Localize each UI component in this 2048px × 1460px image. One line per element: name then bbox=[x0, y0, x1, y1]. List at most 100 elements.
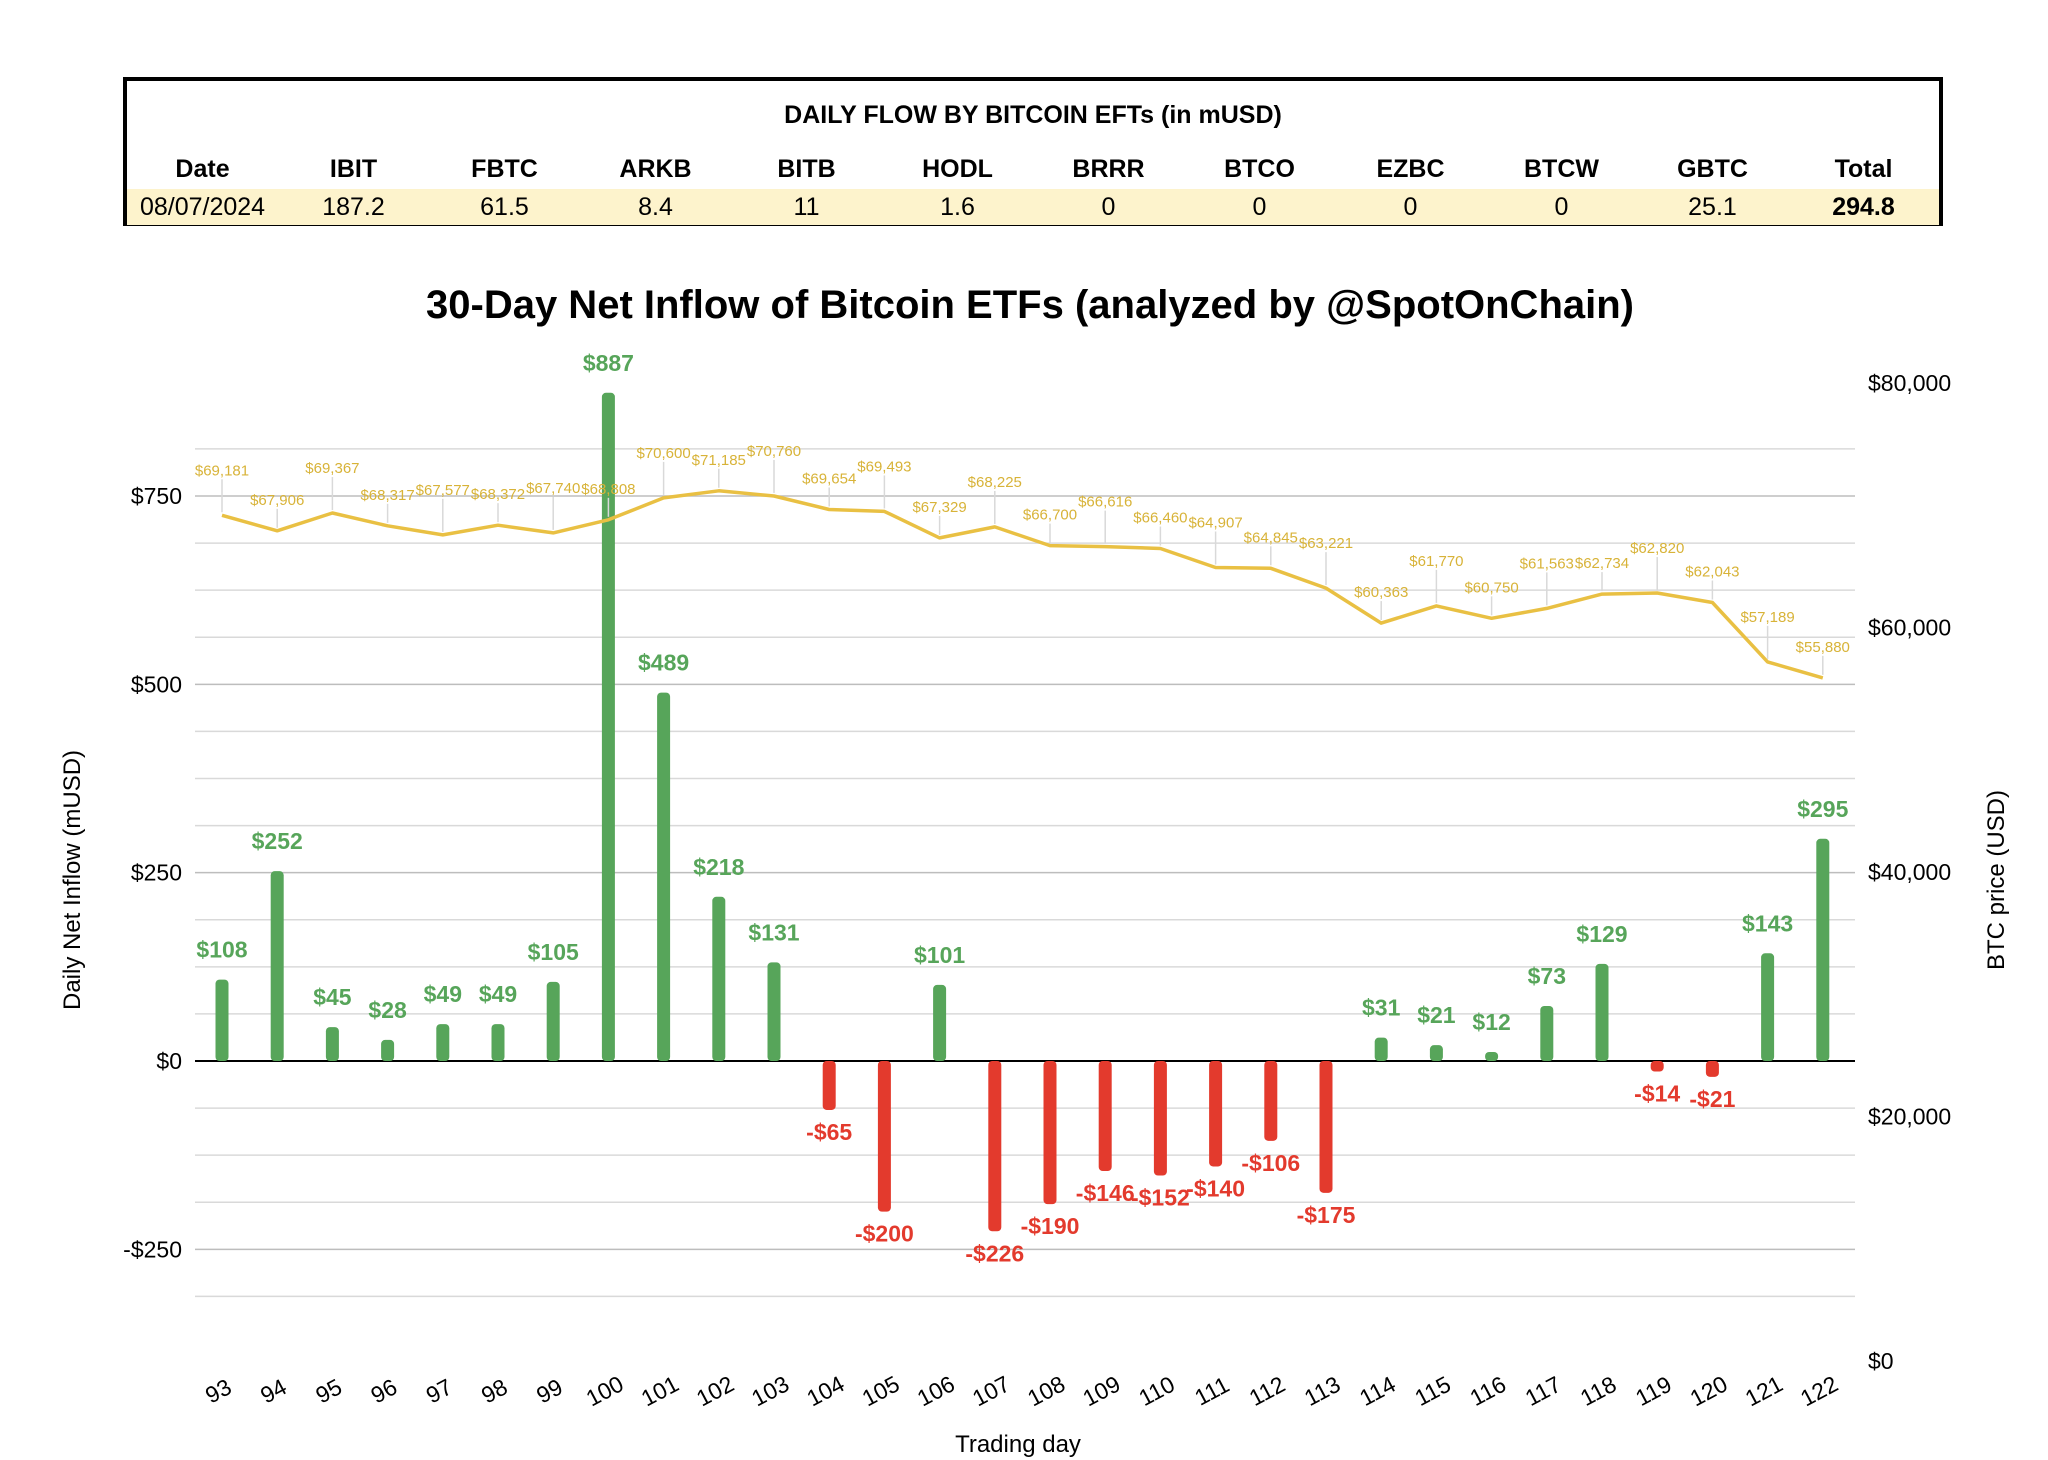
bar-label-111: -$140 bbox=[1186, 1175, 1245, 1201]
bar-label-118: $129 bbox=[1576, 921, 1627, 947]
x-tick-label-121: 121 bbox=[1741, 1370, 1787, 1411]
price-label-119: $62,820 bbox=[1630, 540, 1684, 557]
price-label-100: $68,808 bbox=[581, 481, 635, 498]
header-hodl: HODL bbox=[922, 155, 993, 183]
bar-label-96: $28 bbox=[368, 997, 407, 1023]
x-tick-label-113: 113 bbox=[1300, 1371, 1345, 1411]
price-label-115: $61,770 bbox=[1409, 553, 1463, 570]
cell-ezbc: 0 bbox=[1403, 193, 1418, 221]
bar-label-99: $105 bbox=[528, 939, 579, 965]
cell-ibit: 187.2 bbox=[322, 193, 385, 221]
x-tick-label-95: 95 bbox=[311, 1373, 346, 1408]
cell-hodl: 1.6 bbox=[940, 193, 975, 221]
x-tick-label-119: 119 bbox=[1631, 1371, 1676, 1411]
bar-label-105: -$200 bbox=[855, 1221, 914, 1247]
price-label-99: $67,740 bbox=[526, 480, 580, 497]
bar-114 bbox=[1374, 1037, 1388, 1061]
bar-label-93: $108 bbox=[196, 937, 247, 963]
y-axis-title: Daily Net Inflow (mUSD) bbox=[59, 750, 86, 1010]
bar-label-107: -$226 bbox=[965, 1240, 1024, 1266]
x-tick-label-107: 107 bbox=[968, 1370, 1014, 1411]
bar-label-116: $12 bbox=[1472, 1009, 1510, 1035]
x-tick-label-115: 115 bbox=[1410, 1371, 1455, 1411]
bar-110 bbox=[1153, 1061, 1167, 1176]
bar-115 bbox=[1429, 1045, 1443, 1061]
cell-total: 294.8 bbox=[1832, 193, 1895, 221]
bar-106 bbox=[933, 984, 947, 1061]
bar-label-104: -$65 bbox=[806, 1119, 852, 1145]
x-tick-label-111: 111 bbox=[1190, 1371, 1233, 1410]
x-tick-label-108: 108 bbox=[1023, 1370, 1069, 1411]
x-axis-title: Trading day bbox=[955, 1431, 1081, 1458]
daily-flow-table: DAILY FLOW BY BITCOIN EFTs (in mUSD) Dat… bbox=[123, 77, 1943, 226]
bar-label-97: $49 bbox=[424, 981, 462, 1007]
bar-103 bbox=[767, 962, 781, 1061]
x-tick-label-120: 120 bbox=[1686, 1370, 1732, 1411]
price-label-103: $70,760 bbox=[747, 443, 801, 460]
right-tick-label-3: $20,000 bbox=[1868, 1104, 1951, 1130]
cell-date: 08/07/2024 bbox=[139, 193, 266, 221]
cell-bitb: 11 bbox=[793, 193, 820, 221]
price-label-95: $69,367 bbox=[305, 460, 359, 477]
bar-112 bbox=[1264, 1061, 1278, 1141]
price-label-93: $69,181 bbox=[195, 462, 249, 479]
bar-label-108: -$190 bbox=[1021, 1213, 1080, 1239]
x-tick-label-96: 96 bbox=[366, 1373, 401, 1408]
bar-96 bbox=[381, 1039, 395, 1061]
bar-117 bbox=[1540, 1006, 1554, 1061]
bar-120 bbox=[1705, 1061, 1719, 1077]
bar-94 bbox=[270, 871, 284, 1061]
price-label-97: $67,577 bbox=[416, 482, 470, 499]
table-title: DAILY FLOW BY BITCOIN EFTs (in mUSD) bbox=[784, 101, 1282, 129]
header-arkb: ARKB bbox=[619, 155, 692, 183]
right-tick-label-1: $60,000 bbox=[1868, 615, 1951, 641]
bar-label-120: -$21 bbox=[1689, 1086, 1735, 1112]
inflow-bar-labels: $108 $252 $45 $28 $49 $49 $105 $887 $489 $218 $131… bbox=[196, 350, 1848, 1266]
price-label-111: $64,907 bbox=[1188, 515, 1242, 532]
btc-price-labels: $69,181$67,906$69,367$68,317 $67,577 $68,3… bbox=[195, 443, 1850, 675]
x-tick-label-106: 106 bbox=[913, 1370, 959, 1411]
price-label-113: $63,221 bbox=[1299, 535, 1353, 552]
price-label-118: $62,734 bbox=[1575, 555, 1629, 572]
bar-99 bbox=[546, 981, 560, 1061]
x-tick-label-122: 122 bbox=[1796, 1370, 1842, 1411]
header-btco: BTCO bbox=[1224, 155, 1295, 183]
bar-label-100: $887 bbox=[583, 350, 634, 376]
bar-111 bbox=[1209, 1061, 1223, 1167]
bar-95 bbox=[325, 1027, 339, 1061]
bar-label-113: -$175 bbox=[1297, 1202, 1356, 1228]
price-label-110: $66,460 bbox=[1133, 510, 1187, 527]
cell-arkb: 8.4 bbox=[638, 193, 673, 221]
header-date: Date bbox=[175, 155, 230, 183]
price-label-102: $71,185 bbox=[692, 452, 746, 469]
y-axis-title-right: BTC price (USD) bbox=[1983, 790, 2010, 970]
price-label-101: $70,600 bbox=[636, 445, 690, 462]
price-label-122: $55,880 bbox=[1796, 639, 1850, 656]
left-axis: $750 $500 $250 $0 -$250 bbox=[123, 483, 182, 1262]
bar-105 bbox=[877, 1061, 891, 1212]
left-tick-label-3: $0 bbox=[156, 1048, 182, 1074]
cell-gbtc: 25.1 bbox=[1688, 193, 1737, 221]
bar-107 bbox=[988, 1061, 1002, 1232]
bar-label-122: $295 bbox=[1797, 796, 1848, 822]
cell-btcw: 0 bbox=[1554, 193, 1569, 221]
grid-lines bbox=[195, 448, 1855, 1298]
price-label-98: $68,372 bbox=[471, 486, 525, 503]
x-tick-label-103: 103 bbox=[747, 1370, 793, 1411]
bar-102 bbox=[712, 896, 726, 1061]
header-fbtc: FBTC bbox=[471, 155, 538, 183]
header-gbtc: GBTC bbox=[1677, 155, 1748, 183]
x-tick-label-105: 105 bbox=[858, 1370, 904, 1411]
bar-label-94: $252 bbox=[252, 828, 303, 854]
price-label-108: $66,700 bbox=[1023, 507, 1077, 524]
bar-116 bbox=[1485, 1051, 1499, 1061]
bar-121 bbox=[1761, 953, 1775, 1061]
price-label-94: $67,906 bbox=[250, 492, 304, 509]
header-ezbc: EZBC bbox=[1376, 155, 1445, 183]
x-tick-label-118: 118 bbox=[1576, 1371, 1621, 1411]
price-label-106: $67,329 bbox=[912, 499, 966, 516]
left-tick-label-1: $500 bbox=[131, 671, 182, 697]
x-tick-label-112: 112 bbox=[1245, 1371, 1290, 1411]
cell-brrr: 0 bbox=[1101, 193, 1116, 221]
